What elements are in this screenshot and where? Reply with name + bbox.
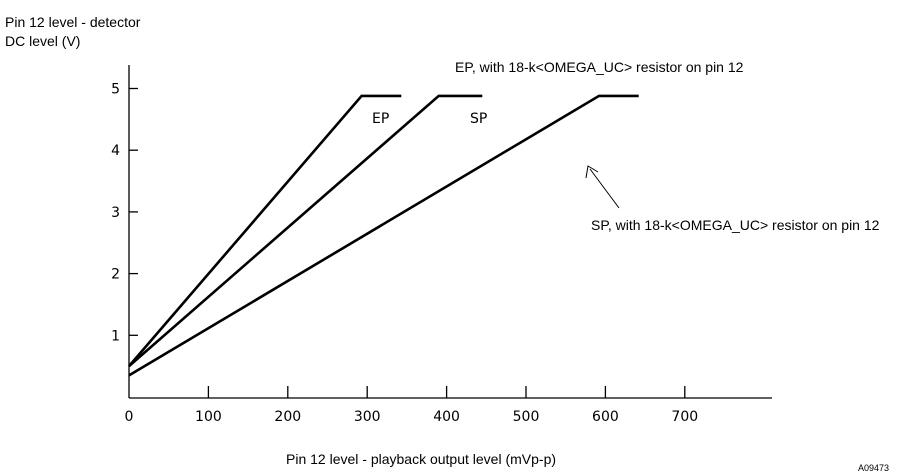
x-tick-label: 200: [274, 409, 301, 425]
y-tick-label: 1: [111, 328, 120, 344]
series-label-sp: SP: [470, 111, 487, 127]
series-label-ep: EP: [372, 111, 389, 127]
y-axis-label-line2: DC level (V): [5, 33, 80, 49]
y-tick-label: 2: [111, 267, 120, 283]
x-tick-label: 600: [592, 409, 619, 425]
y-ticks: 1 2 3 4 5: [111, 82, 138, 344]
annotation-arrow: [585, 165, 620, 209]
x-tick-label: 0: [125, 409, 134, 425]
x-tick-label: 300: [354, 409, 381, 425]
series-label-ep-resistor: EP, with 18-k<OMEGA_UC> resistor on pin …: [455, 59, 744, 75]
series-line-2: [128, 94, 639, 377]
x-tick-label: 500: [513, 409, 540, 425]
y-tick-label: 3: [111, 205, 120, 221]
x-ticks: 0 100 200 300 400 500 600 700: [125, 386, 698, 425]
annotation-sp-resistor: SP, with 18-k<OMEGA_UC> resistor on pin …: [591, 217, 880, 233]
series-line-1: [128, 94, 483, 368]
y-tick-label: 4: [111, 143, 120, 159]
x-tick-label: 400: [433, 409, 460, 425]
x-tick-label: 700: [671, 409, 698, 425]
x-tick-label: 100: [195, 409, 222, 425]
x-axis-label: Pin 12 level - playback output level (mV…: [286, 451, 556, 467]
y-tick-label: 5: [111, 82, 120, 98]
y-axis-label-line1: Pin 12 level - detector: [5, 14, 141, 30]
figure-id: A09473: [858, 463, 889, 473]
series-line-0: [128, 94, 402, 367]
series-lines: [128, 94, 639, 377]
